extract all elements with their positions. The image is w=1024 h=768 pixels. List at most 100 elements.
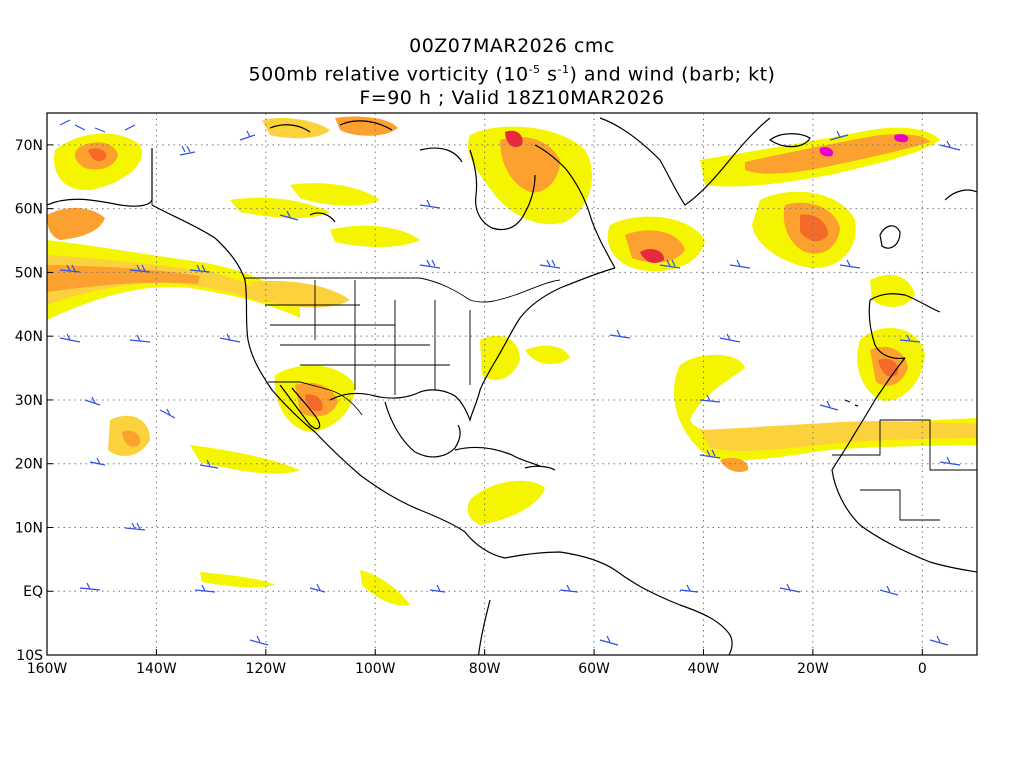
vorticity-mid-atl [525, 345, 570, 365]
vorticity-eq-pacific-2 [200, 572, 275, 588]
coast-iberia [868, 293, 941, 360]
wind-barb [829, 130, 849, 141]
border-us-mexico [268, 381, 363, 416]
coast-hudson [469, 149, 536, 231]
vorticity-tropical-pacific [190, 445, 300, 474]
lon-tick-label: 100W [355, 661, 396, 677]
lat-tick-label: 70N [15, 138, 43, 154]
wind-barb [879, 585, 899, 596]
coast-canaries [844, 399, 859, 407]
lon-tick-label: 160W [27, 661, 68, 677]
vorticity-se-us [480, 335, 520, 380]
lon-tick-label: 140W [136, 661, 177, 677]
vorticity-hudson-inner [505, 130, 523, 148]
wind-barb [124, 522, 146, 531]
wind-barb [159, 408, 176, 419]
borders [151, 148, 977, 521]
lat-tick-label: 10N [15, 520, 43, 536]
vorticity-greenland-max [819, 147, 834, 157]
wind-barb [599, 635, 619, 646]
wind-barb [729, 259, 751, 269]
lat-tick-label: 10S [16, 648, 43, 664]
plot-frame [46, 112, 978, 656]
wind-barb [199, 459, 219, 469]
vorticity-west-us [250, 280, 350, 308]
vorticity-gulf-alaska [47, 207, 105, 240]
coast-south-america [464, 531, 733, 655]
wind-barb [129, 334, 151, 343]
vorticity-w-europe [870, 275, 915, 307]
lon-tick-label: 120W [246, 661, 287, 677]
wind-barb [899, 334, 921, 343]
wind-barb [89, 457, 106, 466]
coast-arctic-1 [269, 124, 311, 133]
lon-tick-label: 40W [688, 661, 720, 677]
title-line-2-mid: s [540, 63, 558, 86]
wind-barb [929, 635, 949, 646]
vorticity-subtropical-inner [720, 458, 749, 472]
vorticity-central-pacific-core [122, 430, 141, 447]
coast-scandinavia [944, 189, 977, 201]
wind-barb [659, 259, 681, 269]
vorticity-iceland-inner [800, 214, 828, 242]
vorticity-arctic-3 [230, 197, 330, 219]
wind-barbs [59, 119, 961, 646]
lon-tick-label: 20W [797, 661, 829, 677]
vorticity-labrador-inner [640, 249, 665, 264]
vorticity-eq-pacific [360, 570, 410, 606]
vorticity-baja [305, 394, 323, 412]
wind-barb [939, 456, 961, 466]
title-line-2-pre: 500mb relative vorticity (10 [248, 63, 529, 86]
wind-barb [84, 396, 101, 406]
axis-labels: 160W 140W 120W 100W 80W 60W 40W 20W 0 70N 60N 50N 40… [15, 138, 927, 677]
border-states-1 [265, 280, 471, 395]
coast-iceland [768, 133, 811, 148]
coast-hispaniola [524, 465, 556, 471]
wind-barb [249, 635, 269, 646]
vorticity-iberia-inner [878, 358, 899, 377]
wind-barb [539, 259, 561, 269]
vorticity-greenland-max-2 [894, 134, 909, 143]
coast-arctic-4 [309, 212, 336, 223]
lat-tick-label: 20N [15, 457, 43, 473]
coast-yucatan [384, 401, 461, 458]
title-exponent-1: -5 [528, 63, 541, 76]
vorticity-alaska-inner [88, 148, 107, 162]
wind-barb [194, 584, 216, 593]
wind-barb [179, 145, 196, 156]
wind-barb [699, 449, 721, 459]
vorticity-canada-2 [330, 225, 420, 247]
wind-barb [419, 259, 441, 269]
wind-barb [59, 119, 136, 133]
title-line-3: F=90 h ; Valid 18Z10MAR2026 [359, 87, 665, 110]
wind-barb [239, 130, 256, 141]
wind-barb [219, 333, 241, 343]
lat-tick-label: 60N [15, 202, 43, 218]
coastlines [47, 117, 977, 655]
title-line-2-post: ) and wind (barb; kt) [569, 63, 776, 86]
lat-tick-label: EQ [23, 584, 43, 600]
lat-tick-label: 30N [15, 393, 43, 409]
lat-tick-label: 40N [15, 329, 43, 345]
coast-cuba [454, 446, 541, 467]
wind-barb [59, 264, 81, 273]
border-sahara [832, 419, 977, 471]
vorticity-arctic-1 [262, 118, 330, 139]
wind-barb [79, 582, 101, 591]
wind-barb [59, 333, 81, 343]
wind-barb [309, 583, 326, 593]
vorticity-caribbean [467, 480, 545, 525]
coast-uk [879, 225, 901, 249]
vorticity-subtropical-core [700, 421, 977, 451]
lat-tick-label: 50N [15, 265, 43, 281]
border-us-canada [245, 277, 561, 303]
title-exponent-2: -1 [557, 63, 570, 76]
title-line-1: 00Z07MAR2026 cmc [409, 35, 615, 57]
wind-barb [429, 584, 446, 593]
vorticity-arctic-2 [335, 116, 398, 136]
wind-barb [719, 333, 741, 343]
coast-greenland [599, 117, 771, 206]
wind-barb [679, 584, 699, 593]
wind-barb [609, 329, 631, 339]
wind-barb [189, 264, 211, 273]
